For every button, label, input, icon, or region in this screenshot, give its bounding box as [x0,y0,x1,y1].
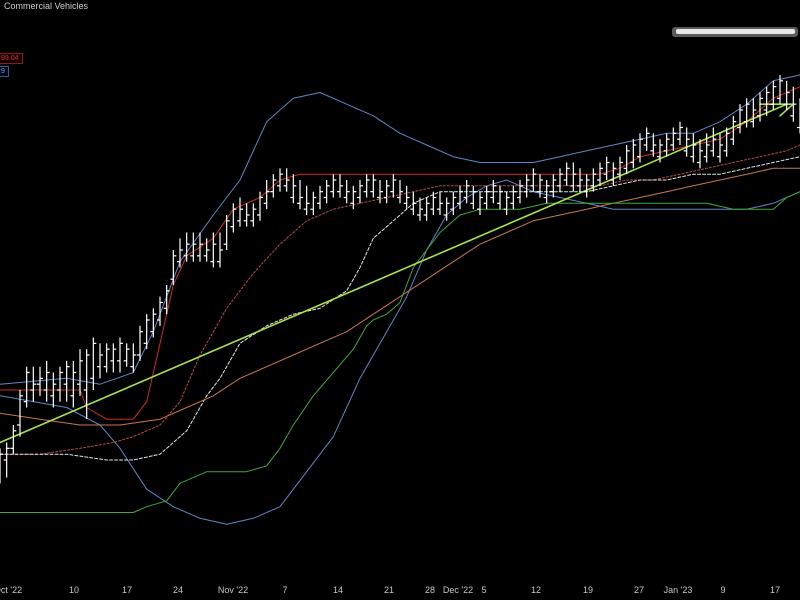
series-line-green-step [0,191,800,513]
scrollbar-thumb[interactable] [676,29,795,34]
indicator-badge: 9 [0,66,9,77]
x-tick-label: 24 [173,585,183,595]
x-tick-label: 17 [770,585,780,595]
x-tick-label: 28 [425,585,435,595]
x-tick-label: 12 [531,585,541,595]
x-tick-label: 19 [583,585,593,595]
x-tick-label: Oct '22 [0,585,22,595]
horizontal-scrollbar[interactable] [672,27,798,37]
series-line-trendline [0,103,788,444]
x-tick-label: 21 [384,585,394,595]
x-tick-label: 17 [122,585,132,595]
x-tick-label: 5 [481,585,486,595]
x-tick-label: 10 [69,585,79,595]
chart-title: Commercial Vehicles [4,1,89,11]
series-line-red-step [0,86,800,420]
x-tick-label: Jan '23 [664,585,693,595]
x-tick-label: 14 [333,585,343,595]
price-badge: 99.04 [0,53,23,64]
x-tick-label: 7 [282,585,287,595]
x-tick-label: 9 [720,585,725,595]
series-line-orange-ma [0,167,800,426]
x-tick-label: Dec '22 [443,585,473,595]
x-tick-label: 27 [634,585,644,595]
x-tick-label: Nov '22 [218,585,248,595]
